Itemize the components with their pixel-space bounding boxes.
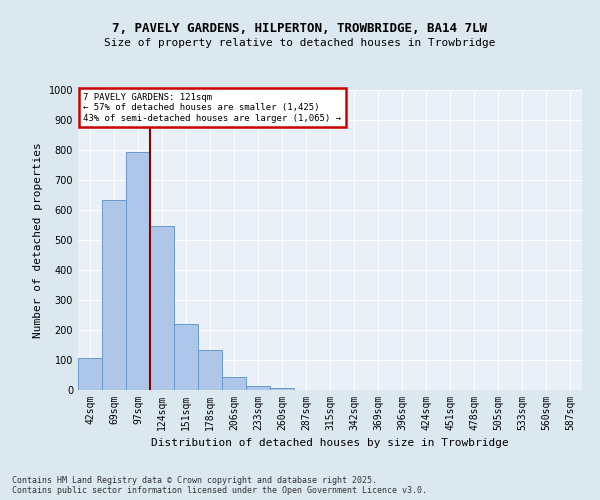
Bar <box>198 350 222 390</box>
Bar <box>150 226 174 390</box>
Text: Size of property relative to detached houses in Trowbridge: Size of property relative to detached ho… <box>104 38 496 48</box>
Bar <box>102 200 126 390</box>
Bar <box>222 377 246 390</box>
Text: 7, PAVELY GARDENS, HILPERTON, TROWBRIDGE, BA14 7LW: 7, PAVELY GARDENS, HILPERTON, TROWBRIDGE… <box>113 22 487 36</box>
X-axis label: Distribution of detached houses by size in Trowbridge: Distribution of detached houses by size … <box>151 438 509 448</box>
Bar <box>270 388 294 390</box>
Text: Contains HM Land Registry data © Crown copyright and database right 2025.
Contai: Contains HM Land Registry data © Crown c… <box>12 476 427 495</box>
Bar <box>174 324 198 390</box>
Y-axis label: Number of detached properties: Number of detached properties <box>33 142 43 338</box>
Bar <box>246 386 270 390</box>
Bar <box>78 358 102 390</box>
Text: 7 PAVELY GARDENS: 121sqm
← 57% of detached houses are smaller (1,425)
43% of sem: 7 PAVELY GARDENS: 121sqm ← 57% of detach… <box>83 93 341 123</box>
Bar <box>126 152 150 390</box>
